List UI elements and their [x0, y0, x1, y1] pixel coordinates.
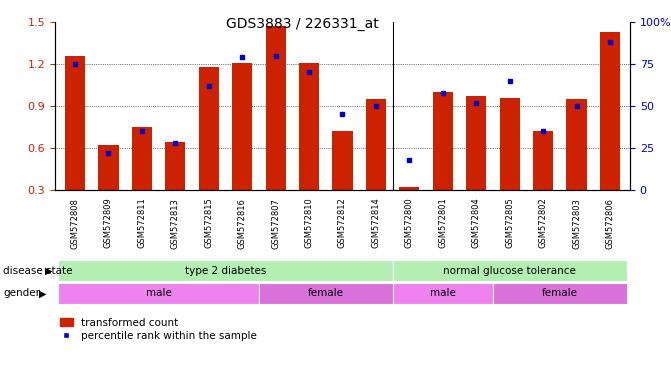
Bar [466, 96, 486, 190]
Text: female: female [308, 288, 344, 298]
Text: GDS3883 / 226331_at: GDS3883 / 226331_at [225, 17, 378, 31]
Bar [533, 131, 553, 190]
Bar [259, 283, 393, 304]
Bar [399, 187, 419, 190]
Text: disease state: disease state [3, 265, 73, 275]
Text: gender: gender [3, 288, 40, 298]
Bar [58, 283, 259, 304]
Bar [266, 26, 286, 190]
Bar [132, 127, 152, 190]
Bar [332, 131, 352, 190]
Text: type 2 diabetes: type 2 diabetes [185, 265, 266, 275]
Text: normal glucose tolerance: normal glucose tolerance [444, 265, 576, 275]
Bar [99, 145, 119, 190]
Text: male: male [146, 288, 172, 298]
Legend: transformed count, percentile rank within the sample: transformed count, percentile rank withi… [60, 318, 257, 341]
Text: ▶: ▶ [38, 288, 46, 298]
Bar [199, 67, 219, 190]
Text: female: female [541, 288, 578, 298]
Bar [299, 63, 319, 190]
Bar [493, 283, 627, 304]
Bar [58, 260, 393, 281]
Bar [433, 92, 453, 190]
Text: ▶: ▶ [45, 265, 53, 275]
Text: male: male [430, 288, 456, 298]
Bar [65, 56, 85, 190]
Bar [393, 260, 627, 281]
Bar [566, 99, 586, 190]
Bar [165, 142, 185, 190]
Bar [500, 98, 519, 190]
Bar [232, 63, 252, 190]
Bar [393, 283, 493, 304]
Bar [366, 99, 386, 190]
Bar [600, 32, 620, 190]
